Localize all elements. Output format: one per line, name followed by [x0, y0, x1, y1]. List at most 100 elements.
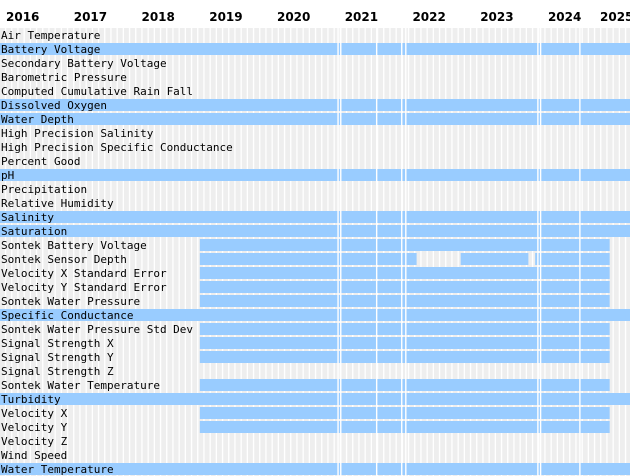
grid-stripe: [285, 28, 291, 476]
grid-stripe: [43, 28, 49, 476]
bar-sontek-water-pressure-std-dev: [199, 323, 610, 335]
grid-stripe: [49, 28, 55, 476]
grid-stripe: [124, 28, 129, 476]
grid-stripe: [496, 28, 501, 476]
gap-line: [579, 28, 581, 476]
grid-stripe: [93, 28, 98, 476]
row-label-saturation: Saturation: [1, 225, 67, 238]
row-label-precipitation: Precipitation: [1, 183, 87, 196]
grid-stripe: [359, 28, 365, 476]
grid-stripe: [303, 28, 309, 476]
row-label-battery-voltage: Battery Voltage: [1, 43, 100, 56]
grid-stripe: [477, 28, 483, 476]
grid-stripe: [465, 28, 470, 476]
grid-stripe: [68, 28, 74, 476]
grid-stripe: [582, 28, 588, 476]
row-label-high-precision-salinity: High Precision Salinity: [1, 127, 154, 140]
grid-stripe: [279, 28, 284, 476]
grid-stripe: [613, 28, 619, 476]
grid-stripe: [161, 28, 167, 476]
grid-stripe: [229, 28, 235, 476]
grid-stripe: [24, 28, 30, 476]
grid-stripe: [539, 28, 545, 476]
grid-stripe: [0, 28, 5, 476]
gap-line: [340, 28, 342, 476]
grid-stripe: [272, 28, 278, 476]
grid-stripe: [508, 28, 514, 476]
bar-ph: [0, 169, 630, 181]
row-label-velocity-y: Velocity Y: [1, 421, 68, 434]
row-label-water-depth: Water Depth: [1, 113, 74, 126]
row-label-velocity-x-standard-error: Velocity X Standard Error: [1, 267, 167, 280]
background-grid: [0, 28, 630, 476]
grid-stripe: [458, 28, 464, 476]
x-tick-2019: 2019: [209, 10, 242, 24]
grid-stripe: [595, 28, 601, 476]
gap-line: [539, 28, 542, 476]
gap-line: [375, 28, 378, 476]
grid-stripe: [415, 28, 421, 476]
grid-stripe: [192, 28, 198, 476]
row-label-wind-speed: Wind Speed: [1, 449, 67, 462]
row-label-water-temperature: Water Temperature: [1, 463, 114, 476]
grid-stripe: [179, 28, 185, 476]
grid-stripe: [80, 28, 86, 476]
grid-stripe: [198, 28, 204, 476]
grid-stripe: [204, 28, 210, 476]
grid-stripe: [173, 28, 179, 476]
row-label-signal-strength-x: Signal Strength X: [1, 337, 114, 350]
row-label-sontek-water-temperature: Sontek Water Temperature: [1, 379, 160, 392]
grid-stripe: [570, 28, 576, 476]
grid-stripe: [365, 28, 371, 476]
grid-stripe: [427, 28, 433, 476]
grid-stripe: [322, 28, 328, 476]
row-label-salinity: Salinity: [1, 211, 54, 224]
x-tick-2017: 2017: [74, 10, 107, 24]
x-tick-2020: 2020: [277, 10, 310, 24]
row-label-ph: pH: [1, 169, 14, 182]
grid-stripe: [241, 28, 247, 476]
grid-stripe: [384, 28, 390, 476]
grid-stripe: [396, 28, 402, 476]
bar-sontek-sensor-depth: [535, 253, 610, 265]
grid-stripe: [210, 28, 216, 476]
row-label-turbidity: Turbidity: [1, 393, 61, 406]
grid-stripe: [62, 28, 67, 476]
grid-stripe: [334, 28, 340, 476]
grid-stripe: [37, 28, 43, 476]
grid-stripe: [235, 28, 241, 476]
grid-stripe: [217, 28, 222, 476]
grid-stripe: [620, 28, 625, 476]
grid-stripe: [601, 28, 607, 476]
grid-stripe: [86, 28, 92, 476]
row-label-velocity-x: Velocity X: [1, 407, 68, 420]
gap-line: [405, 28, 407, 476]
bar-dissolved-oxygen: [0, 99, 630, 111]
grid-stripe: [409, 28, 415, 476]
row-label-sontek-battery-voltage: Sontek Battery Voltage: [1, 239, 147, 252]
bar-turbidity: [0, 393, 630, 405]
grid-stripe: [310, 28, 315, 476]
x-tick-2025: 2025: [600, 10, 630, 24]
grid-stripe: [142, 28, 148, 476]
gap-line: [337, 28, 339, 476]
grid-stripe: [254, 28, 260, 476]
row-label-sontek-water-pressure-std-dev: Sontek Water Pressure Std Dev: [1, 323, 193, 336]
grid-stripe: [489, 28, 495, 476]
bar-salinity: [0, 211, 630, 223]
grid-stripe: [148, 28, 154, 476]
grid-stripe: [136, 28, 142, 476]
grid-stripe: [74, 28, 80, 476]
bar-signal-strength-y: [199, 351, 610, 363]
grid-stripe: [440, 28, 446, 476]
x-tick-2016: 2016: [6, 10, 39, 24]
bar-battery-voltage: [0, 43, 630, 55]
gap-line: [537, 28, 539, 476]
grid-stripe: [626, 28, 630, 476]
bar-sontek-battery-voltage: [199, 239, 610, 251]
row-label-signal-strength-y: Signal Strength Y: [1, 351, 114, 364]
availability-bars: [0, 43, 630, 475]
grid-stripe: [446, 28, 452, 476]
row-label-specific-conductance: Specific Conductance: [1, 309, 133, 322]
